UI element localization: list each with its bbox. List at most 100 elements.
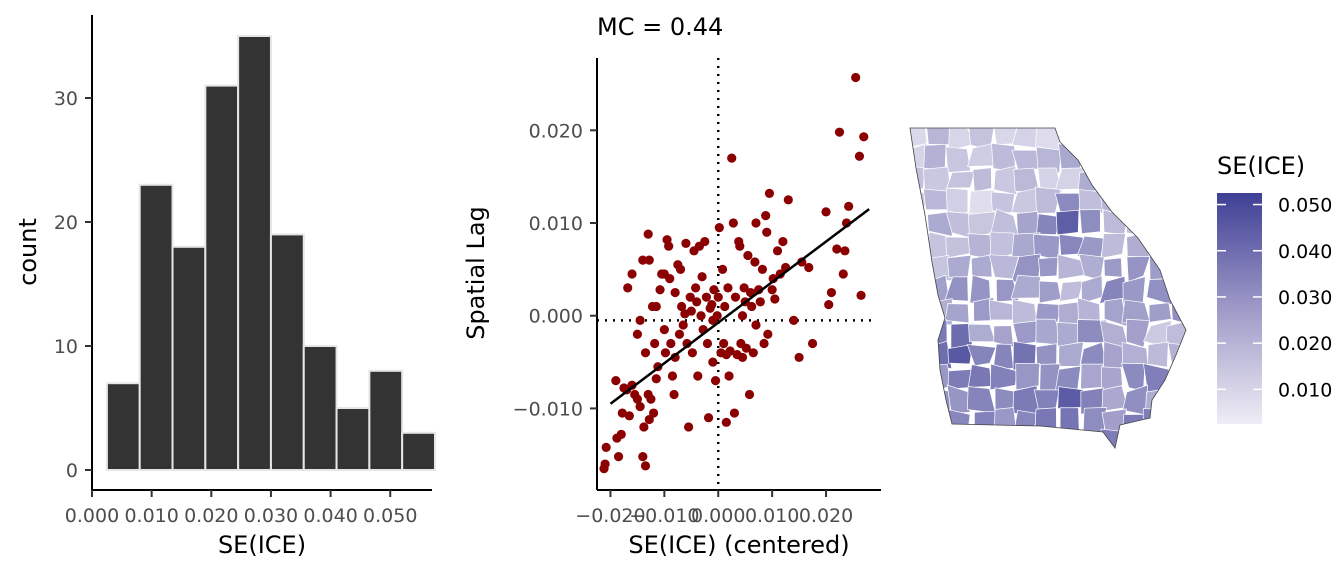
map-county <box>926 407 949 432</box>
scatter-point <box>692 297 702 307</box>
map-county <box>910 431 927 448</box>
map-county <box>1167 169 1186 193</box>
scatter-point <box>743 250 753 261</box>
map-county <box>1058 341 1084 367</box>
map-county <box>1148 213 1170 238</box>
map-legend: SE(ICE) 0.010 0.020 0.030 0.040 0.050 <box>1217 152 1332 424</box>
scatter-point <box>783 195 793 205</box>
scatter-point <box>744 389 755 400</box>
scatter-point <box>627 269 637 279</box>
map-county <box>989 363 1018 391</box>
scatter-point <box>838 269 848 279</box>
map-county <box>993 165 1018 196</box>
scatter-y-tick-label: 0.010 <box>529 213 583 235</box>
scatter-point <box>724 371 734 381</box>
map-county <box>910 165 926 195</box>
scatter-point <box>651 301 661 312</box>
map-county <box>1058 128 1081 146</box>
scatter-point <box>710 376 721 386</box>
histogram-y-tick-label: 10 <box>54 336 78 358</box>
scatter-point <box>840 246 850 256</box>
map-county <box>944 303 970 324</box>
legend-tick-label: 0.010 <box>1278 379 1332 401</box>
scatter-point <box>834 127 845 137</box>
map-county <box>966 386 997 414</box>
scatter-point <box>639 422 649 432</box>
histogram-x-tick-label: 0.020 <box>184 505 238 527</box>
scatter-point <box>737 352 748 363</box>
map-county <box>1077 168 1105 192</box>
scatter-point <box>757 264 768 274</box>
histogram-x-axis-title: SE(ICE) <box>218 531 306 559</box>
map-county <box>993 407 1017 438</box>
map-county <box>1143 143 1170 170</box>
scatter-x-tick-label: −0.010 <box>629 505 699 527</box>
histogram-bar <box>237 35 272 471</box>
scatter-point <box>794 352 804 363</box>
scatter-point <box>685 292 695 302</box>
georgia-choropleth-map <box>909 127 1187 449</box>
map-county <box>1103 341 1125 370</box>
map-county <box>945 146 972 173</box>
scatter-point <box>739 283 749 293</box>
map-county <box>966 344 997 367</box>
scatter-point <box>617 408 627 418</box>
scatter-point <box>674 329 685 339</box>
map-county <box>944 276 969 302</box>
map-county <box>910 320 930 348</box>
histogram-y-axis-title: count <box>14 218 42 286</box>
map-county <box>910 252 931 284</box>
scatter-title: MC = 0.44 <box>597 13 723 41</box>
histogram-bar <box>171 245 207 471</box>
scatter-point <box>729 408 740 418</box>
scatter-point <box>737 311 748 321</box>
map-county <box>910 210 928 233</box>
scatter-point <box>797 257 807 267</box>
scatter-y-tick-label: 0.020 <box>529 120 583 142</box>
map-county <box>1100 232 1126 259</box>
histogram-y-ticks: 0 10 20 30 <box>54 88 92 482</box>
scatter-point <box>824 299 834 310</box>
map-county <box>945 187 969 216</box>
map-county <box>966 428 994 448</box>
legend-tick-label: 0.020 <box>1278 333 1332 355</box>
histogram-y-tick-label: 0 <box>66 460 78 482</box>
histogram-bar <box>368 369 404 471</box>
map-county <box>1035 128 1061 152</box>
scatter-point <box>759 338 769 349</box>
map-county <box>1038 431 1062 448</box>
map-county <box>1166 432 1186 448</box>
scatter-point <box>643 229 653 239</box>
scatter-point <box>723 283 733 293</box>
map-county <box>1126 231 1151 258</box>
map-county <box>972 167 992 193</box>
map-county <box>1166 142 1186 172</box>
map-county <box>1011 431 1038 448</box>
legend-colorbar <box>1217 193 1262 424</box>
map-county <box>1148 302 1172 323</box>
map-county <box>925 128 951 146</box>
scatter-point <box>735 241 745 251</box>
scatter-point <box>700 236 710 247</box>
scatter-point <box>600 459 610 469</box>
legend-tick-label: 0.030 <box>1278 287 1332 309</box>
scatter-point <box>623 283 633 293</box>
map-county <box>1015 362 1040 391</box>
histogram-bar <box>204 84 240 471</box>
map-county <box>967 364 993 388</box>
map-county <box>1121 190 1149 218</box>
map-county <box>1143 430 1174 448</box>
scatter-point <box>826 287 837 298</box>
histogram-x-tick-label: 0.030 <box>244 505 298 527</box>
legend-tick-label: 0.050 <box>1278 195 1332 217</box>
map-county <box>1142 408 1170 436</box>
scatter-point <box>707 299 717 310</box>
map-county <box>1101 166 1127 193</box>
histogram-bar <box>401 431 436 471</box>
scatter-point <box>601 442 611 452</box>
scatter-x-tick-label: −0.020 <box>575 505 645 527</box>
map-county <box>1034 186 1062 214</box>
scatter-point <box>632 329 643 339</box>
scatter-regression-line <box>609 208 870 405</box>
scatter-point <box>701 292 711 302</box>
